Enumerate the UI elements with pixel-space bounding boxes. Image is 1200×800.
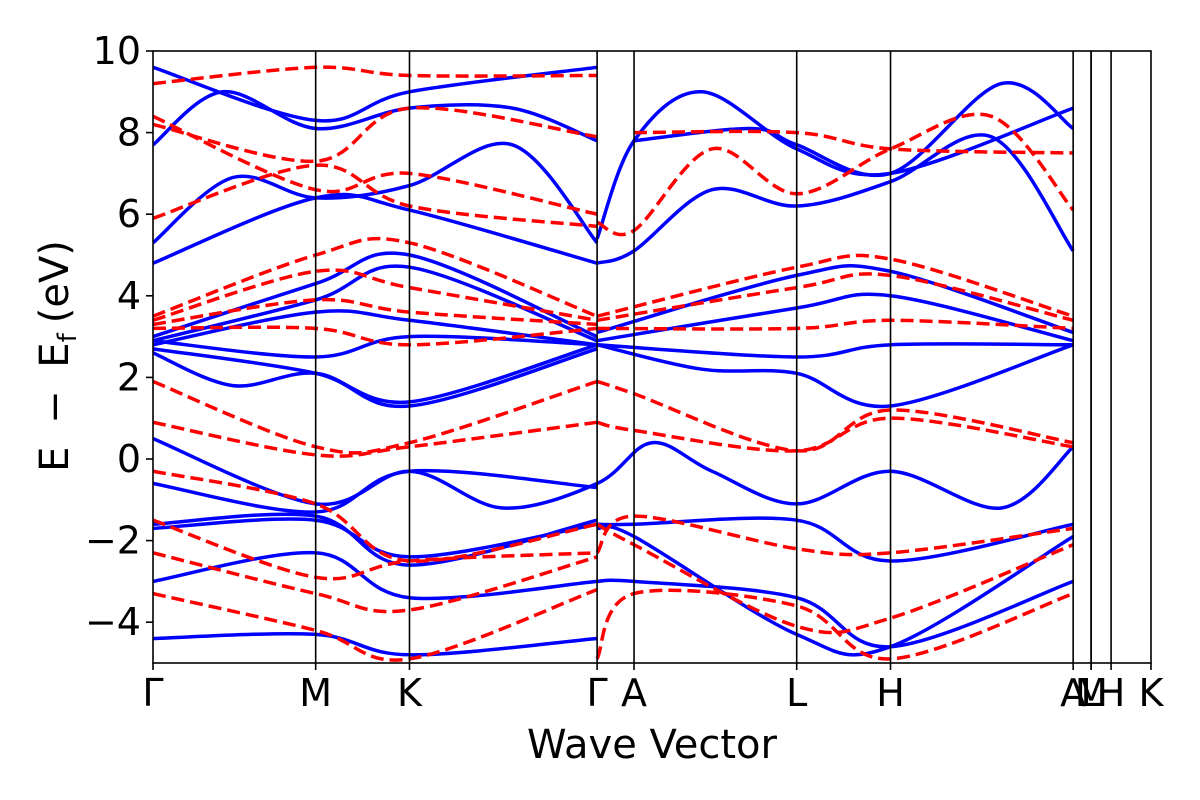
- y-tick-label: 2: [117, 355, 141, 399]
- solid-band-0: [153, 192, 598, 265]
- y-tick-label: −2: [85, 519, 141, 563]
- kpoint-label-1: M: [299, 671, 332, 715]
- kpoint-label-8: L: [1081, 671, 1102, 715]
- y-axis-label: E − Ef (eV): [32, 240, 83, 472]
- y-tick-label: −4: [85, 600, 141, 644]
- high-symmetry-lines: [314, 51, 1112, 663]
- dashed-band-1: [153, 105, 598, 164]
- y-axis-label-minus: −: [32, 390, 78, 424]
- y-tick-label: 0: [117, 437, 141, 481]
- solid-band-22: [153, 631, 598, 657]
- y-axis-ticks: −4 −2 0 2 4 6 8 10: [85, 29, 153, 644]
- kpoint-label-5: L: [786, 671, 807, 715]
- dashed-band-20: [153, 587, 598, 662]
- dashed-band-0: [153, 163, 598, 229]
- dashed-bands-layer: [153, 65, 1075, 662]
- kpoint-label-10: H: [1097, 671, 1126, 715]
- y-tick-label: 10: [93, 29, 141, 73]
- dashed-band-11: [596, 272, 1074, 323]
- solid-band-16: [596, 343, 1074, 409]
- dashed-band-16: [596, 416, 1074, 453]
- kpoint-label-7: A: [1060, 671, 1086, 715]
- dashed-band-23: [595, 588, 1074, 661]
- y-tick-label: 6: [117, 192, 141, 236]
- y-axis-label-unit: (eV): [32, 240, 78, 323]
- dashed-band-19: [153, 551, 598, 614]
- dashed-band-9: [153, 325, 598, 347]
- kpoint-label-2: K: [397, 671, 423, 715]
- dashed-band-21: [595, 514, 1074, 557]
- dashed-band-12: [597, 318, 1074, 331]
- kpoint-label-6: H: [876, 671, 905, 715]
- kpoint-label-9: M: [1075, 671, 1108, 715]
- dashed-band-2: [153, 114, 598, 216]
- x-axis-label: Wave Vector: [527, 722, 778, 768]
- solid-band-2: [596, 133, 1075, 265]
- solid-bands-layer: [153, 65, 1075, 657]
- solid-band-6: [633, 81, 1075, 177]
- solid-band-7: [153, 251, 598, 339]
- solid-band-10: [153, 334, 598, 359]
- y-axis-label-e: E: [32, 447, 78, 472]
- solid-band-21: [153, 550, 598, 601]
- plot-frame: [152, 50, 1152, 664]
- dashed-band-13: [153, 379, 598, 455]
- dashed-band-8: [153, 297, 598, 327]
- dashed-band-5: [633, 129, 1074, 155]
- solid-band-4: [153, 90, 598, 147]
- solid-band-11: [153, 347, 598, 409]
- kpoint-label-0: Γ: [142, 671, 163, 715]
- dashed-band-3: [153, 65, 598, 86]
- solid-band-12: [153, 343, 598, 405]
- dashed-band-10: [596, 253, 1074, 318]
- kpoint-label-4: A: [621, 671, 647, 715]
- dashed-band-14: [153, 420, 598, 458]
- y-axis-label-sub: f: [53, 332, 83, 342]
- y-tick-label: 8: [117, 111, 141, 155]
- dashed-band-17: [153, 469, 598, 563]
- y-tick-label: 4: [117, 274, 141, 318]
- dashed-band-18: [153, 518, 598, 581]
- kpoint-label-11: K: [1139, 671, 1165, 715]
- solid-band-15: [596, 342, 1074, 359]
- solid-band-18: [153, 468, 598, 514]
- y-axis-label-ef: E: [32, 342, 78, 367]
- dashed-band-6: [153, 236, 598, 318]
- dashed-band-7: [153, 268, 598, 323]
- dashed-band-4: [596, 112, 1075, 237]
- kpoint-label-3: Γ: [587, 671, 608, 715]
- solid-band-20: [153, 517, 598, 559]
